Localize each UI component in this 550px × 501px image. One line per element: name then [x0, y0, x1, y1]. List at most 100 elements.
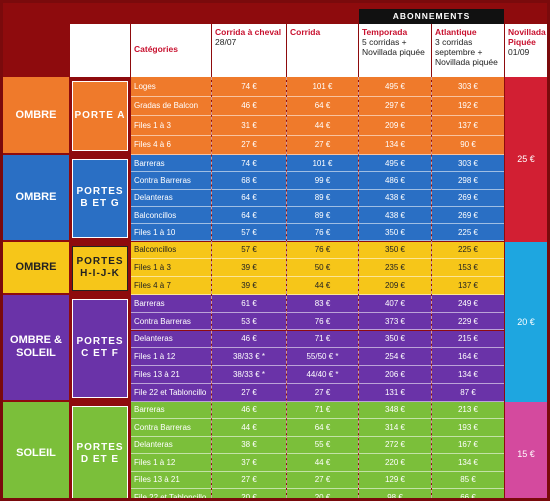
- row-orange-2-atlantique: 137 €: [432, 116, 504, 136]
- row-orange-2-temporada: 209 €: [359, 116, 431, 136]
- row-green-0-temporada: 348 €: [359, 401, 431, 420]
- row-purple-1-atlantique: 229 €: [432, 312, 504, 331]
- row-green-4-temporada: 129 €: [359, 471, 431, 490]
- header-corrida-title: Corrida: [290, 27, 321, 37]
- row-blue-2-atlantique: 269 €: [432, 189, 504, 207]
- row-green-3-name: Files 1 à 12: [131, 454, 211, 472]
- row-orange-0-atlantique: 303 €: [432, 77, 504, 97]
- row-orange-1-atlantique: 192 €: [432, 96, 504, 116]
- row-orange-3-name: Files 4 à 6: [131, 135, 211, 155]
- row-green-5-atlantique: 66 €: [432, 489, 504, 498]
- row-green-2-cheval: 38 €: [212, 436, 286, 455]
- novillada-price-0: 25 €: [505, 77, 547, 242]
- category-orange: OMBRE: [3, 77, 69, 155]
- row-yellow-1-atlantique: 153 €: [432, 259, 504, 278]
- row-purple-2-temporada: 350 €: [359, 330, 431, 349]
- column-separator: [286, 77, 287, 498]
- row-purple-0-temporada: 407 €: [359, 294, 431, 313]
- row-orange-0-cheval: 74 €: [212, 77, 286, 97]
- header-corrida: Corrida: [287, 24, 358, 77]
- row-purple-0-cheval: 61 €: [212, 294, 286, 313]
- header-cheval-date: 28/07: [215, 37, 237, 47]
- row-green-3-temporada: 220 €: [359, 454, 431, 472]
- row-green-5-name: File 22 et Tabloncillo: [131, 489, 211, 498]
- novillada-price-1: 20 €: [505, 241, 547, 402]
- row-purple-0-corrida: 83 €: [287, 294, 358, 313]
- row-blue-1-atlantique: 298 €: [432, 172, 504, 190]
- row-orange-2-corrida: 44 €: [287, 116, 358, 136]
- row-purple-2-corrida: 71 €: [287, 330, 358, 349]
- row-yellow-2-corrida: 44 €: [287, 277, 358, 295]
- header-categories-label: Catégories: [134, 44, 178, 54]
- row-blue-1-cheval: 68 €: [212, 172, 286, 190]
- row-blue-0-corrida: 101 €: [287, 155, 358, 173]
- row-green-2-temporada: 272 €: [359, 436, 431, 455]
- row-green-5-cheval: 20 €: [212, 489, 286, 498]
- category-yellow: OMBRE: [3, 241, 69, 295]
- row-green-4-atlantique: 85 €: [432, 471, 504, 490]
- header-cheval: Corrida à cheval 28/07: [212, 24, 286, 77]
- row-green-1-name: Contra Barreras: [131, 419, 211, 437]
- row-purple-4-name: Files 13 à 21: [131, 366, 211, 384]
- row-blue-1-corrida: 99 €: [287, 172, 358, 190]
- row-orange-3-corrida: 27 €: [287, 135, 358, 155]
- row-purple-4-atlantique: 134 €: [432, 366, 504, 384]
- row-blue-4-cheval: 57 €: [212, 224, 286, 242]
- row-purple-3-cheval: 38/33 € *: [212, 348, 286, 367]
- row-purple-3-atlantique: 164 €: [432, 348, 504, 367]
- category-green: SOLEIL: [3, 401, 69, 498]
- row-blue-2-temporada: 438 €: [359, 189, 431, 207]
- row-purple-2-atlantique: 215 €: [432, 330, 504, 349]
- row-yellow-1-name: Files 1 à 3: [131, 259, 211, 278]
- row-purple-0-atlantique: 249 €: [432, 294, 504, 313]
- row-yellow-2-temporada: 209 €: [359, 277, 431, 295]
- header-atlantique: Atlantique 3 corridas septembre + Novill…: [432, 24, 504, 77]
- row-green-5-temporada: 98 €: [359, 489, 431, 498]
- row-green-4-corrida: 27 €: [287, 471, 358, 490]
- row-blue-3-cheval: 64 €: [212, 206, 286, 225]
- row-purple-3-corrida: 55/50 € *: [287, 348, 358, 367]
- row-purple-5-temporada: 131 €: [359, 383, 431, 402]
- row-green-3-cheval: 37 €: [212, 454, 286, 472]
- row-blue-0-name: Barreras: [131, 155, 211, 173]
- row-yellow-1-corrida: 50 €: [287, 259, 358, 278]
- header-novillada-date: 01/09: [508, 47, 530, 57]
- row-yellow-0-atlantique: 225 €: [432, 241, 504, 260]
- row-purple-1-temporada: 373 €: [359, 312, 431, 331]
- row-yellow-2-cheval: 39 €: [212, 277, 286, 295]
- row-blue-4-corrida: 76 €: [287, 224, 358, 242]
- category-purple: OMBRE & SOLEIL: [3, 294, 69, 402]
- porte-green: PORTES D ET E: [72, 405, 128, 498]
- header-atlantique-title: Atlantique: [435, 27, 477, 37]
- row-green-4-cheval: 27 €: [212, 471, 286, 490]
- row-green-2-corrida: 55 €: [287, 436, 358, 455]
- header-temporada-title: Temporada: [362, 27, 408, 37]
- row-blue-3-atlantique: 269 €: [432, 206, 504, 225]
- row-orange-1-temporada: 297 €: [359, 96, 431, 116]
- row-orange-2-cheval: 31 €: [212, 116, 286, 136]
- row-yellow-0-name: Balconcillos: [131, 241, 211, 260]
- row-blue-3-temporada: 438 €: [359, 206, 431, 225]
- row-blue-0-temporada: 495 €: [359, 155, 431, 173]
- row-green-3-corrida: 44 €: [287, 454, 358, 472]
- row-yellow-0-corrida: 76 €: [287, 241, 358, 260]
- row-orange-2-name: Files 1 à 3: [131, 116, 211, 136]
- row-yellow-2-atlantique: 137 €: [432, 277, 504, 295]
- row-yellow-0-temporada: 350 €: [359, 241, 431, 260]
- row-purple-0-name: Barreras: [131, 294, 211, 313]
- row-blue-2-cheval: 64 €: [212, 189, 286, 207]
- row-yellow-1-temporada: 235 €: [359, 259, 431, 278]
- row-green-0-name: Barreras: [131, 401, 211, 420]
- row-blue-0-atlantique: 303 €: [432, 155, 504, 173]
- row-purple-5-atlantique: 87 €: [432, 383, 504, 402]
- row-green-0-atlantique: 213 €: [432, 401, 504, 420]
- header-temporada: Temporada 5 corridas + Novillada piquée: [359, 24, 431, 77]
- row-orange-0-name: Loges: [131, 77, 211, 97]
- row-orange-0-temporada: 495 €: [359, 77, 431, 97]
- row-purple-5-corrida: 27 €: [287, 383, 358, 402]
- header-atlantique-sub: 3 corridas septembre + Novillada piquée: [435, 37, 498, 67]
- row-purple-2-cheval: 46 €: [212, 330, 286, 349]
- row-orange-1-corrida: 64 €: [287, 96, 358, 116]
- row-orange-1-name: Gradas de Balcon: [131, 96, 211, 116]
- header-blank-1: [3, 24, 69, 77]
